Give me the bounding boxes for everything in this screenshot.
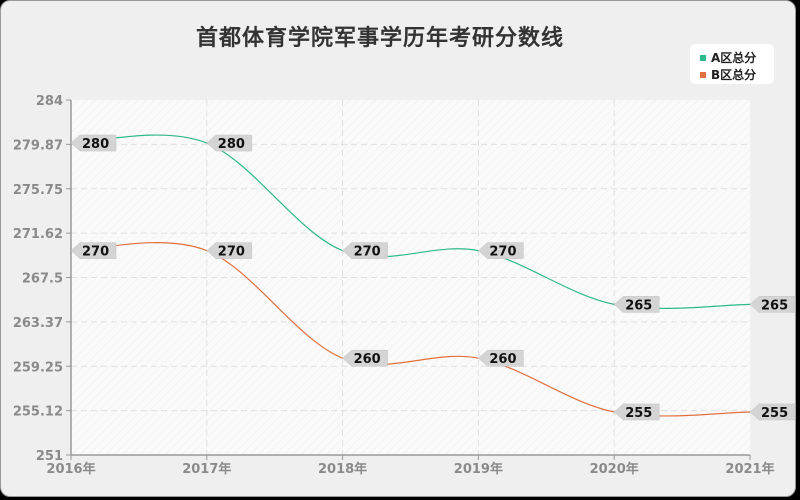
data-label-tag-icon [478, 349, 524, 367]
y-tick-label: 263.37 [13, 316, 63, 331]
data-label-tag-icon [70, 242, 117, 259]
data-label: 260 [342, 349, 388, 367]
y-tick-label: 259.25 [13, 360, 63, 375]
data-label: 270 [206, 242, 253, 260]
data-label-value: 270 [489, 245, 516, 260]
data-label: 265 [749, 296, 796, 313]
legend-label-a: A区总分 [711, 51, 757, 65]
legend-item-a[interactable]: A区总分 [700, 49, 756, 66]
data-label-value: 280 [218, 137, 245, 152]
legend-item-b[interactable]: B区总分 [700, 66, 756, 83]
data-label: 270 [478, 242, 524, 260]
x-tick-label: 2019年 [454, 461, 503, 477]
y-tick-label: 271.62 [13, 227, 63, 242]
data-label-value: 265 [625, 298, 652, 313]
y-tick-label: 279.87 [13, 138, 63, 153]
data-label-value: 260 [489, 352, 516, 367]
data-label-tag-icon [342, 349, 388, 367]
legend-swatch-a-icon [700, 54, 706, 61]
data-label-value: 280 [82, 137, 109, 152]
data-label-tag-icon [206, 134, 253, 152]
x-tick-label: 2018年 [318, 461, 367, 477]
y-tick-label: 275.75 [13, 183, 63, 198]
data-label-tag-icon [613, 296, 660, 313]
data-label: 280 [206, 134, 253, 152]
x-tick-label: 2021年 [725, 461, 774, 477]
data-label: 280 [70, 134, 117, 152]
data-label-tag-icon [70, 134, 117, 152]
data-label-tag-icon [749, 403, 796, 421]
x-tick-label: 2016年 [46, 461, 95, 477]
data-label: 270 [70, 242, 117, 260]
data-label: 260 [478, 349, 524, 367]
legend: A区总分 B区总分 [690, 44, 774, 84]
x-tick-label: 2020年 [590, 461, 639, 477]
data-label-value: 255 [625, 406, 652, 421]
data-label-value: 270 [218, 245, 245, 260]
y-tick-label: 255.12 [13, 405, 63, 420]
data-label-tag-icon [206, 242, 253, 259]
data-label: 265 [613, 296, 660, 313]
data-label-tag-icon [749, 296, 796, 313]
data-label-tag-icon [478, 242, 524, 259]
data-label-value: 255 [761, 406, 788, 421]
data-label-tag-icon [342, 242, 388, 259]
data-label: 270 [342, 242, 388, 260]
y-tick-label: 251 [36, 449, 63, 464]
y-tick-label: 267.5 [22, 272, 63, 287]
data-label-tag-icon [613, 403, 660, 421]
x-tick-label: 2017年 [182, 461, 231, 477]
data-label: 255 [613, 403, 660, 421]
chart-title: 首都体育学院军事学历年考研分数线 [195, 26, 564, 51]
data-label: 255 [749, 403, 796, 421]
legend-label-b: B区总分 [711, 68, 757, 82]
axes: 284 279.87 275.75 271.62 267.5 263.37 259.25 25… [13, 94, 775, 477]
data-labels: 280 280 270 270 265 265 270 270 260 260 255 255 [70, 134, 796, 421]
data-label-value: 265 [761, 298, 788, 313]
data-label-value: 270 [82, 245, 109, 260]
y-tick-label: 284 [36, 94, 63, 109]
legend-swatch-b-icon [700, 71, 706, 78]
data-label-value: 270 [354, 245, 381, 260]
data-label-value: 260 [354, 352, 381, 367]
